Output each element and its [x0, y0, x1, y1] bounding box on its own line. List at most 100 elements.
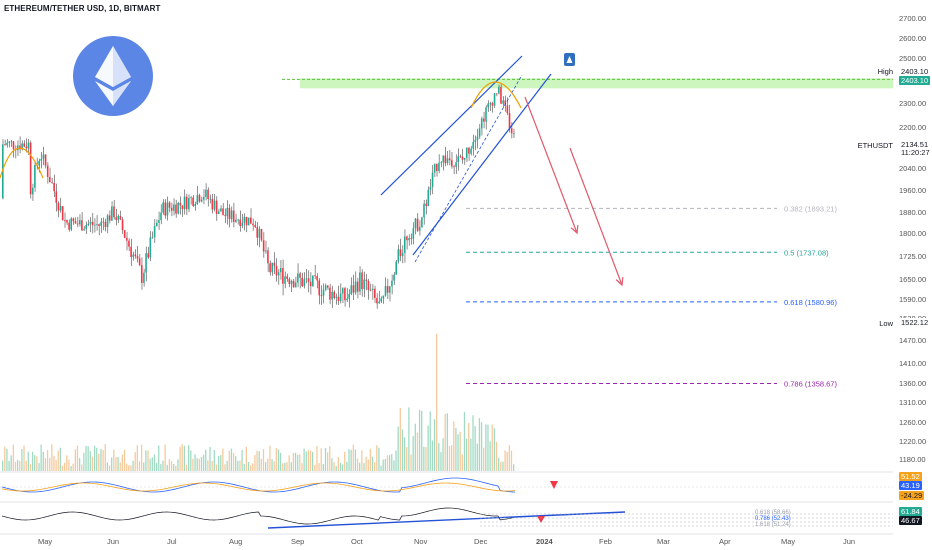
candle-body: [262, 240, 265, 252]
volume-bar: [367, 459, 369, 471]
volume-bar: [207, 460, 209, 471]
volume-bar: [143, 462, 145, 471]
volume-bar: [177, 459, 179, 471]
high-label: High: [877, 67, 893, 76]
candle-body: [200, 199, 203, 202]
candle-body: [2, 144, 4, 199]
price-tick-label: 1590.00: [899, 295, 926, 304]
candle-body: [126, 237, 128, 241]
candle-body: [337, 296, 340, 302]
candle-body: [450, 160, 453, 167]
candle-body: [102, 221, 105, 223]
candle-body: [399, 249, 402, 256]
volume-bar: [237, 460, 239, 471]
candle-body: [29, 142, 32, 195]
candle-body: [480, 118, 483, 129]
candle-body: [406, 236, 408, 241]
candle-body: [305, 278, 308, 280]
candle-body: [324, 285, 327, 290]
volume-bar: [388, 455, 391, 471]
date-tick-label: Nov: [414, 537, 428, 546]
volume-bar: [205, 449, 207, 471]
volume-bar: [85, 446, 87, 471]
volume-bar: [314, 464, 316, 471]
candle-body: [72, 218, 75, 222]
rsi-signal-icon: [537, 516, 545, 523]
candle-body: [196, 195, 199, 205]
candle-body: [282, 268, 284, 284]
price-tick-label: 2040.00: [899, 164, 926, 173]
candle-body: [333, 291, 335, 298]
volume-bar: [243, 463, 245, 471]
volume-bar: [348, 449, 350, 471]
candle-body: [228, 207, 231, 220]
volume-bar: [301, 463, 303, 471]
volume-bar: [322, 463, 324, 471]
volume-bar: [53, 455, 55, 471]
volume-bar: [333, 462, 335, 471]
candle-body: [49, 176, 51, 183]
countdown-tag: 11:20:27: [899, 148, 932, 157]
volume-bar: [57, 450, 59, 471]
candle-body: [128, 240, 130, 247]
volume-bar: [504, 450, 506, 471]
candle-body: [74, 221, 77, 224]
volume-bar: [371, 456, 374, 471]
volume-bar: [100, 448, 102, 471]
candle-body: [367, 280, 370, 290]
candle-body: [96, 224, 98, 225]
candle-body: [512, 133, 515, 135]
volume-bar: [489, 441, 491, 471]
volume-bar: [194, 454, 196, 471]
candle-body: [307, 278, 310, 282]
volume-bar: [132, 460, 134, 471]
candle-body: [40, 158, 43, 161]
candle-body: [134, 254, 137, 257]
candle-body: [495, 93, 498, 95]
candle-body: [123, 230, 126, 238]
candle-body: [202, 196, 205, 200]
price-tick-label: 1800.00: [899, 229, 926, 238]
candle-body: [369, 289, 372, 291]
volume-bar: [8, 460, 10, 471]
volume-bar: [250, 465, 252, 471]
candle-body: [211, 198, 214, 210]
date-tick-label: Sep: [291, 537, 304, 546]
volume-bar: [331, 458, 333, 471]
volume-bar: [87, 446, 89, 471]
volume-bar: [491, 424, 493, 471]
candle-body: [457, 156, 460, 163]
volume-bar: [241, 450, 243, 471]
rsi-trendline: [267, 511, 626, 529]
candle-body: [412, 228, 415, 239]
candle-body: [207, 189, 209, 199]
last-price-tag: 2134.51: [899, 140, 931, 149]
volume-bar: [307, 450, 310, 471]
candle-body: [21, 143, 23, 150]
candle-body: [376, 297, 378, 304]
candle-body: [243, 216, 246, 223]
long-projection-arrow-head: [615, 276, 624, 287]
price-tick-label: 1310.00: [899, 398, 926, 407]
volume-bar: [104, 444, 106, 471]
osc-top-tag: 51.52: [899, 472, 922, 481]
candle-body: [487, 103, 489, 108]
volume-bar: [344, 451, 346, 471]
candle-body: [19, 145, 21, 150]
candle-body: [408, 237, 410, 241]
date-tick-label: Aug: [229, 537, 242, 546]
volume-bar: [341, 464, 344, 471]
volume-bar: [506, 451, 508, 471]
resistance-zone: [300, 78, 893, 89]
candle-body: [38, 160, 40, 166]
volume-bar: [414, 423, 416, 471]
volume-bar: [192, 458, 194, 471]
volume-bar: [365, 456, 367, 471]
volume-bar: [19, 460, 21, 471]
candle-body: [335, 296, 338, 298]
volume-bar: [406, 447, 408, 471]
volume-bar: [14, 461, 17, 471]
volume-bar: [384, 459, 386, 471]
date-tick-label: Mar: [657, 537, 670, 546]
